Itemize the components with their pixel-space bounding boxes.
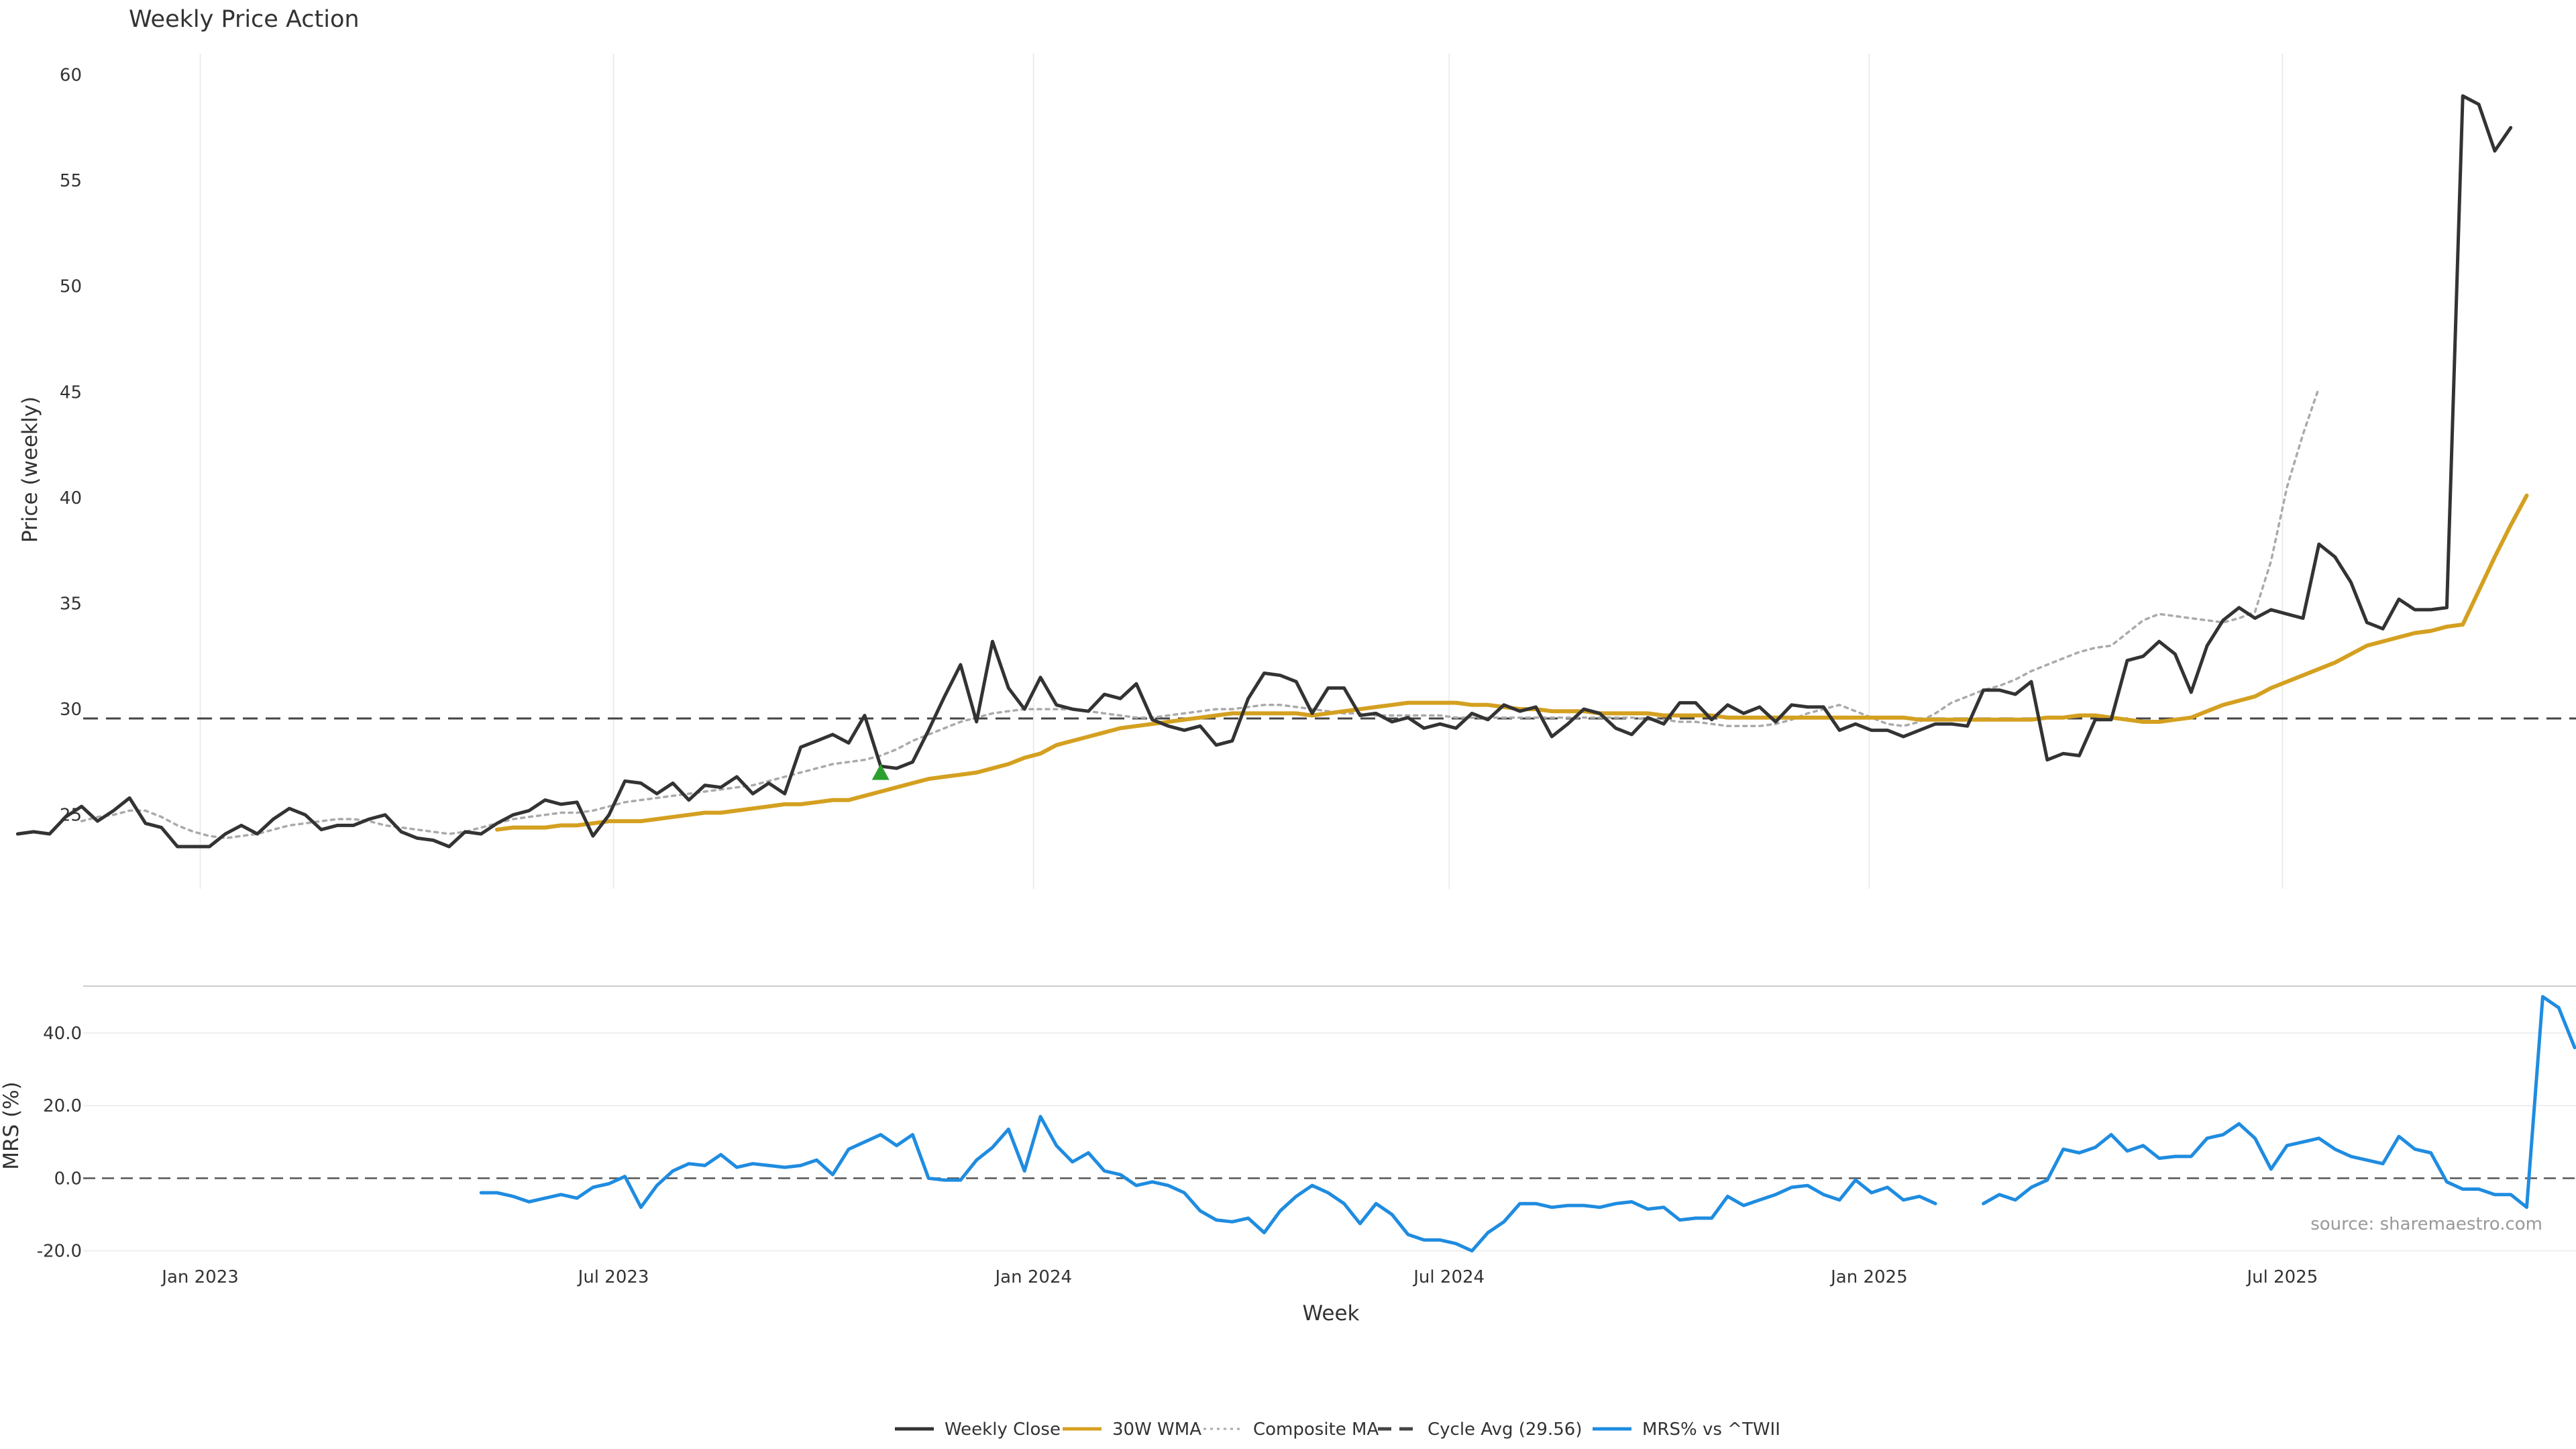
price-y-tick-label: 40 <box>60 488 82 508</box>
series-line-mrs-vs-twii <box>479 995 2576 1253</box>
mrs-y-tick-label: 20.0 <box>43 1096 82 1116</box>
price-y-tick-label: 30 <box>60 700 82 720</box>
price-series <box>15 94 2529 849</box>
mrs-y-tick-label: 0.0 <box>54 1169 82 1189</box>
series-line-30w-wma <box>495 493 2529 832</box>
mrs-y-tick-label: 40.0 <box>43 1024 82 1044</box>
legend-label: 30W WMA <box>1112 1419 1201 1440</box>
price-y-tick-label: 50 <box>60 277 82 297</box>
legend-label: Weekly Close <box>945 1419 1061 1440</box>
x-axis-label: Week <box>1303 1301 1360 1326</box>
chart-title: Weekly Price Action <box>129 6 360 33</box>
buy-signal-marker <box>871 763 890 780</box>
price-y-axis-label: Price (weekly) <box>18 396 42 543</box>
x-tick-label: Jan 2025 <box>1829 1267 1908 1287</box>
source-note: source: sharemaestro.com <box>2310 1214 2542 1234</box>
mrs-y-axis-label: MRS (%) <box>0 1081 23 1169</box>
legend-label: MRS% vs ^TWII <box>1642 1419 1780 1440</box>
price-y-tick-label: 45 <box>60 382 82 402</box>
price-y-tick-label: 55 <box>60 171 82 191</box>
x-tick-label: Jul 2023 <box>577 1267 649 1287</box>
legend-label: Composite MA <box>1253 1419 1379 1440</box>
mrs-series <box>479 995 2576 1253</box>
legend: Weekly Close 30W WMA Composite MA Cycle Avg… <box>895 1419 1780 1440</box>
series-line-weekly-close <box>15 94 2513 849</box>
grid-layer <box>83 54 2576 1252</box>
legend-label: Cycle Avg (29.56) <box>1428 1419 1582 1440</box>
price-y-tick-label: 35 <box>60 594 82 614</box>
x-tick-label: Jul 2024 <box>1412 1267 1485 1287</box>
mrs-y-ticks: -20.0 0.0 20.0 40.0 <box>37 1024 82 1262</box>
x-tick-label: Jul 2025 <box>2245 1267 2318 1287</box>
price-y-tick-label: 60 <box>60 66 82 86</box>
x-axis-ticks: Jan 2023 Jul 2023 Jan 2024 Jul 2024 Jan 2025… <box>160 1267 2318 1287</box>
series-line-composite-ma <box>80 386 2320 840</box>
x-tick-label: Jan 2024 <box>994 1267 1073 1287</box>
x-tick-label: Jan 2023 <box>160 1267 239 1287</box>
mrs-y-tick-label: -20.0 <box>37 1242 82 1262</box>
